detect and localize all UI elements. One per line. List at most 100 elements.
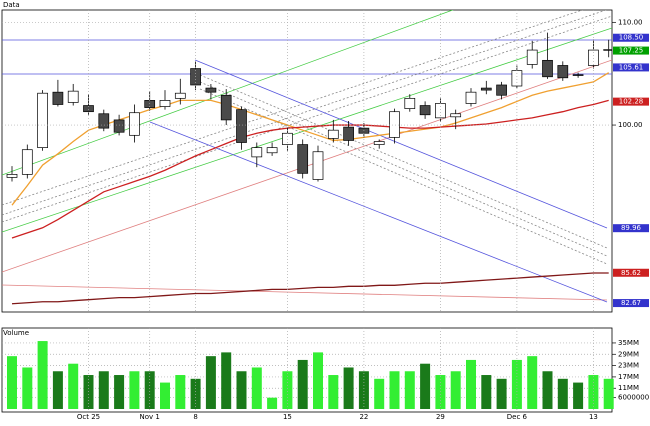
volume-bar xyxy=(205,356,216,409)
volume-bar xyxy=(557,378,568,409)
candle-body xyxy=(67,90,79,103)
volume-bar xyxy=(496,378,507,409)
x-tick-label: 22 xyxy=(359,413,368,421)
candle-body xyxy=(52,91,64,105)
volume-bar xyxy=(450,371,461,409)
panel-title: Data xyxy=(3,1,20,9)
x-tick-label: 13 xyxy=(589,413,598,421)
candle-body xyxy=(6,174,18,178)
volume-bar xyxy=(420,363,431,409)
volume-bar xyxy=(542,371,553,409)
x-tick-label: 15 xyxy=(283,413,292,421)
y-tick-label: 110.00 xyxy=(618,18,643,26)
panel-title: Volume xyxy=(3,329,29,337)
volume-bar xyxy=(267,397,278,409)
volume-bar xyxy=(297,359,308,409)
y-tick-label: 17MM xyxy=(618,373,639,381)
price-marker-label: 85.62 xyxy=(621,269,641,277)
price-marker-label: 82.67 xyxy=(621,299,641,307)
candle-body xyxy=(37,92,48,148)
volume-panel xyxy=(1,327,613,413)
x-tick-label: 29 xyxy=(436,413,445,421)
volume-bar xyxy=(374,378,385,409)
y-tick-label: 100.00 xyxy=(618,121,643,129)
volume-bar xyxy=(389,371,400,409)
moving-average xyxy=(11,72,610,206)
candle-body xyxy=(220,94,232,121)
volume-bar xyxy=(236,371,247,409)
volume-bar xyxy=(251,367,262,409)
volume-bar xyxy=(603,378,614,409)
candle-body xyxy=(373,141,385,145)
volume-bar xyxy=(175,375,186,409)
candle-body xyxy=(205,87,217,93)
candle-body xyxy=(389,111,400,138)
volume-bar xyxy=(466,359,476,409)
y-tick-label: 35MM xyxy=(618,339,639,347)
price-marker-label: 108.50 xyxy=(619,34,644,42)
price-marker xyxy=(613,33,649,42)
volume-bar xyxy=(190,378,201,409)
candle-body xyxy=(603,49,612,51)
volume-bar xyxy=(37,341,48,409)
candle-body xyxy=(21,149,33,175)
candle-body xyxy=(526,49,538,65)
candle-body xyxy=(480,87,492,91)
price-panel xyxy=(1,9,613,313)
price-marker xyxy=(613,97,649,106)
candle-body xyxy=(450,113,462,118)
volume-bar xyxy=(129,371,140,409)
y-tick-label: 23MM xyxy=(618,362,639,370)
price-marker xyxy=(613,46,649,55)
price-marker-label: 89.96 xyxy=(621,224,642,232)
trendlines xyxy=(2,10,612,303)
candle-body xyxy=(511,70,523,87)
candle-body xyxy=(312,151,324,180)
volume-bar xyxy=(527,356,538,409)
volume-bar xyxy=(144,371,155,409)
price-marker-label: 107.25 xyxy=(619,47,644,55)
price-layer xyxy=(6,32,612,305)
volume-bar xyxy=(83,375,94,409)
x-tick-label: Oct 25 xyxy=(77,413,100,421)
candle-body xyxy=(327,129,339,139)
candle-body xyxy=(98,113,110,129)
candle-body xyxy=(588,49,599,66)
candle-body xyxy=(542,59,553,78)
candle-body xyxy=(266,147,278,154)
volume-bar xyxy=(221,352,232,409)
volume-bar xyxy=(328,375,339,409)
y-tick-label: 29MM xyxy=(618,350,639,358)
candle-body xyxy=(496,84,507,96)
price-marker xyxy=(613,268,649,277)
volume-bar xyxy=(114,375,125,409)
candle-body xyxy=(557,65,569,79)
candle-body xyxy=(404,97,416,109)
candle-body xyxy=(251,147,263,158)
candle-body xyxy=(419,105,431,116)
candle-body xyxy=(343,126,354,141)
candle-body xyxy=(83,105,94,113)
volume-bar xyxy=(7,356,17,409)
volume-bar xyxy=(573,382,584,409)
volume-bar xyxy=(160,382,170,409)
price-marker xyxy=(613,63,649,72)
price-marker-label: 102.28 xyxy=(619,98,644,106)
x-tick-label: 8 xyxy=(193,413,197,421)
volume-bar xyxy=(313,352,323,409)
y-tick-label: 11MM xyxy=(618,384,639,392)
candle-body xyxy=(236,109,247,143)
volume-bar xyxy=(404,371,415,409)
volume-bar xyxy=(435,375,446,409)
volume-bar xyxy=(358,371,369,409)
volume-bar xyxy=(511,359,522,409)
volume-bar xyxy=(481,375,492,409)
volume-bar xyxy=(52,371,63,409)
volume-bar xyxy=(343,367,354,409)
candle-body xyxy=(129,112,140,136)
volume-bar xyxy=(282,371,293,409)
moving-average xyxy=(11,99,609,239)
y-tick-label: 6000000 xyxy=(618,394,649,402)
candle-body xyxy=(113,119,125,133)
